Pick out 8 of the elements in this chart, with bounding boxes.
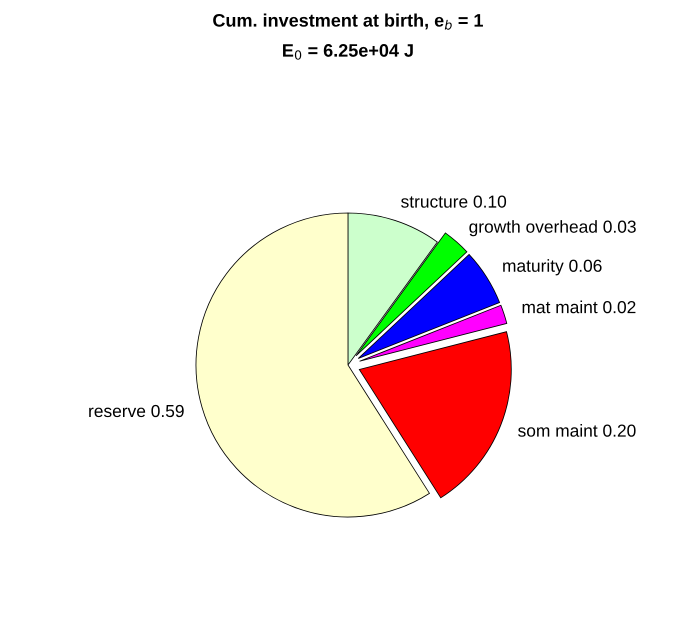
slice-label: mat maint 0.02 <box>522 300 636 314</box>
chart-subtitle: E$_{0}$ = 6.25e+04 J <box>283 44 413 60</box>
slice-label: growth overhead 0.03 <box>469 220 636 236</box>
chart-title: Cum. investment at birth, e$_{b}$ = 1 <box>213 13 483 30</box>
slice-label: reserve 0.59 <box>89 404 184 418</box>
slice-label: structure 0.10 <box>401 195 506 208</box>
slice-label: som maint 0.20 <box>518 424 636 437</box>
slice-label: maturity 0.06 <box>503 259 602 276</box>
